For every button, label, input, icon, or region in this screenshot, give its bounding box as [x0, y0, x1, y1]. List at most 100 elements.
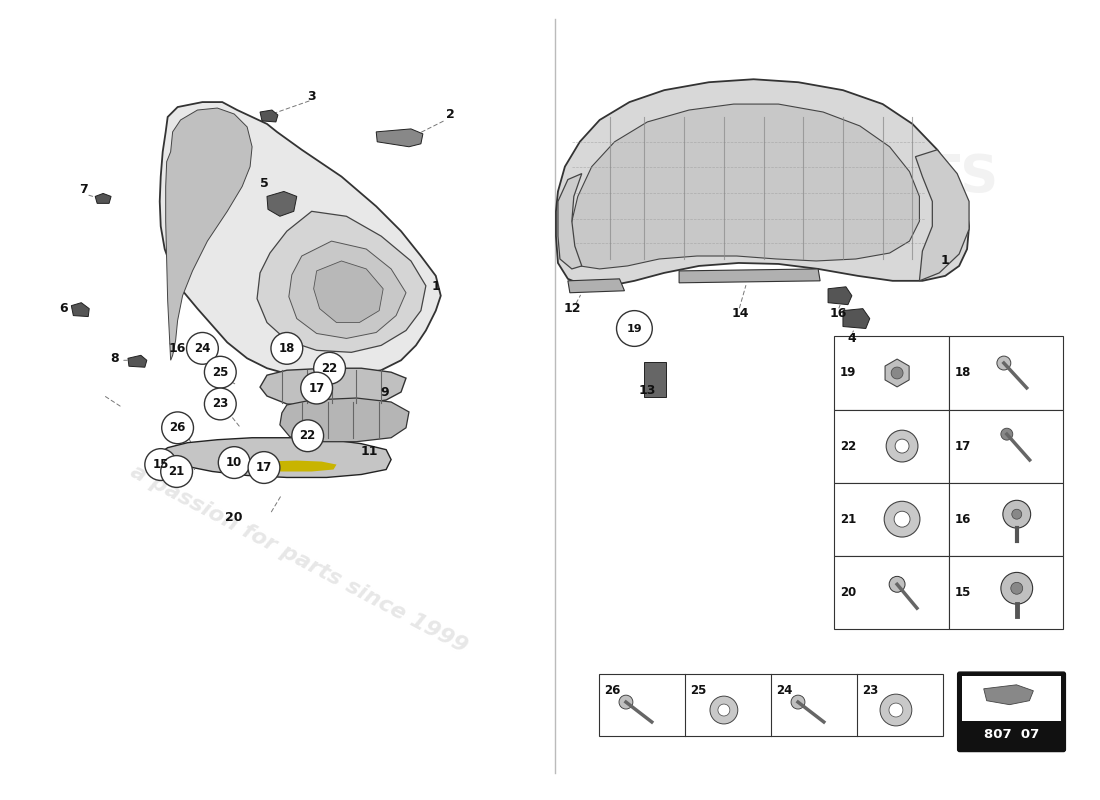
Circle shape — [218, 446, 250, 478]
Polygon shape — [160, 102, 441, 378]
Text: 18: 18 — [955, 366, 971, 379]
Bar — [948, 482, 1064, 556]
Circle shape — [880, 694, 912, 726]
Text: 5: 5 — [260, 177, 268, 190]
Text: 23: 23 — [862, 684, 879, 697]
Circle shape — [271, 333, 303, 364]
Circle shape — [162, 412, 194, 444]
Polygon shape — [843, 309, 870, 329]
Bar — [834, 410, 948, 482]
Polygon shape — [72, 302, 89, 317]
Polygon shape — [376, 129, 422, 146]
Polygon shape — [886, 359, 909, 387]
Polygon shape — [235, 461, 337, 471]
Text: 11: 11 — [361, 445, 378, 458]
Polygon shape — [157, 438, 392, 478]
Text: 26: 26 — [169, 422, 186, 434]
Text: 20: 20 — [226, 510, 243, 524]
Text: 23: 23 — [212, 398, 229, 410]
Circle shape — [1003, 500, 1031, 528]
Text: 6: 6 — [59, 302, 68, 315]
Polygon shape — [828, 286, 851, 305]
Polygon shape — [166, 108, 252, 360]
Text: 22: 22 — [299, 430, 316, 442]
Polygon shape — [279, 398, 409, 442]
Polygon shape — [257, 211, 426, 352]
Text: 807  07: 807 07 — [983, 728, 1040, 741]
Text: 22: 22 — [321, 362, 338, 374]
Polygon shape — [128, 355, 146, 367]
Circle shape — [889, 576, 905, 592]
Bar — [645, 362, 667, 397]
Polygon shape — [568, 279, 625, 293]
Text: 24: 24 — [195, 342, 210, 355]
Text: 15: 15 — [955, 586, 971, 598]
Circle shape — [300, 372, 332, 404]
Text: 17: 17 — [308, 382, 324, 394]
Text: 24: 24 — [777, 684, 792, 697]
Text: a passion for parts since 1999: a passion for parts since 1999 — [126, 461, 471, 657]
Circle shape — [1011, 582, 1023, 594]
Circle shape — [145, 449, 177, 481]
Text: 4: 4 — [847, 332, 856, 345]
Circle shape — [1001, 428, 1013, 440]
Polygon shape — [556, 79, 969, 286]
Bar — [948, 556, 1064, 629]
Text: 22: 22 — [840, 439, 856, 453]
Text: 8: 8 — [111, 352, 120, 365]
Text: 10: 10 — [227, 456, 242, 469]
Text: 16: 16 — [169, 342, 186, 355]
Polygon shape — [915, 150, 969, 281]
Polygon shape — [289, 241, 406, 338]
Text: 21: 21 — [840, 513, 856, 526]
Text: 1: 1 — [940, 254, 949, 267]
Polygon shape — [314, 261, 383, 322]
Circle shape — [887, 430, 918, 462]
Circle shape — [894, 511, 910, 527]
Text: EUROPARTS: EUROPARTS — [648, 151, 999, 203]
Bar — [948, 337, 1064, 410]
Circle shape — [249, 452, 279, 483]
Circle shape — [791, 695, 805, 709]
Text: 13: 13 — [639, 383, 656, 397]
Polygon shape — [568, 104, 920, 269]
Bar — [834, 556, 948, 629]
Text: 7: 7 — [79, 183, 88, 196]
Text: 17: 17 — [955, 439, 971, 453]
Circle shape — [710, 696, 738, 724]
Text: 20: 20 — [840, 586, 856, 598]
Bar — [961, 676, 1062, 722]
Text: 14: 14 — [732, 307, 749, 320]
Circle shape — [891, 367, 903, 379]
FancyBboxPatch shape — [958, 672, 1066, 751]
Text: 26: 26 — [604, 684, 620, 697]
Polygon shape — [267, 191, 297, 216]
Text: 18: 18 — [278, 342, 295, 355]
Circle shape — [314, 352, 345, 384]
Circle shape — [616, 310, 652, 346]
Bar — [834, 482, 948, 556]
Circle shape — [718, 704, 729, 716]
Text: 3: 3 — [307, 90, 316, 102]
Polygon shape — [983, 685, 1033, 705]
Text: 9: 9 — [381, 386, 389, 398]
Text: 25: 25 — [212, 366, 229, 378]
Circle shape — [1001, 572, 1033, 604]
Text: 17: 17 — [256, 461, 272, 474]
Text: 12: 12 — [563, 302, 581, 315]
Circle shape — [161, 456, 192, 487]
Bar — [600, 674, 944, 736]
Circle shape — [292, 420, 323, 452]
Text: 21: 21 — [168, 465, 185, 478]
Text: 15: 15 — [153, 458, 169, 471]
Circle shape — [997, 356, 1011, 370]
Circle shape — [1012, 510, 1022, 519]
Circle shape — [205, 388, 236, 420]
Circle shape — [884, 502, 920, 537]
Polygon shape — [260, 368, 406, 407]
Text: 19: 19 — [840, 366, 856, 379]
Circle shape — [619, 695, 632, 709]
Polygon shape — [679, 269, 821, 283]
Text: 2: 2 — [447, 107, 455, 121]
Circle shape — [895, 439, 909, 453]
